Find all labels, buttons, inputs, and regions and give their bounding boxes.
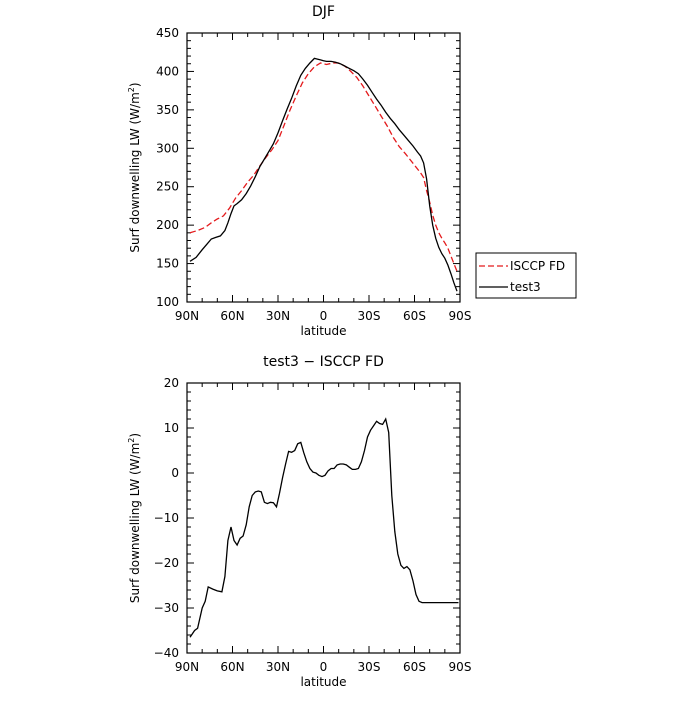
x-tick-label: 90N — [175, 660, 199, 674]
x-tick-label: 30S — [358, 660, 381, 674]
x-tick-label: 30N — [266, 660, 290, 674]
y-tick-label: −30 — [154, 601, 179, 615]
x-tick-label: 60S — [403, 660, 426, 674]
y-tick-label: 200 — [156, 218, 179, 232]
y-axis-label-suffix: ) — [128, 433, 142, 438]
y-tick-label: 300 — [156, 141, 179, 155]
chart-panel-2: test3 − ISCCP FD 90N 60N 30N 0 30S 60S 90S −40 −3… — [127, 354, 471, 689]
y-tick-label: −10 — [154, 511, 179, 525]
y-tick-label: 400 — [156, 64, 179, 78]
chart-title: test3 − ISCCP FD — [263, 354, 384, 370]
y-axis-label-unit: W/m — [128, 92, 142, 120]
x-tick-label: 30N — [266, 309, 290, 323]
x-tick-label: 30S — [358, 309, 381, 323]
legend-label: test3 — [510, 280, 541, 294]
y-tick-label: −40 — [154, 646, 179, 660]
y-axis-label: Surf downwelling LW (W/m2) — [127, 433, 142, 603]
y-axis-label-prefix: Surf downwelling LW ( — [128, 470, 142, 603]
plot-frame — [186, 32, 461, 303]
legend: ISCCP FD test3 — [475, 252, 577, 299]
y-axis-label-unit: W/m — [128, 443, 142, 471]
y-axis-label-exponent: 2 — [127, 87, 136, 92]
x-axis-label: latitude — [300, 675, 346, 689]
chart-panel-1: DJF 90N 60N 30N 0 30S 60S 90S 100 150 200 250 300 350… — [127, 4, 577, 338]
y-tick-label: 450 — [156, 26, 179, 40]
y-axis-label: Surf downwelling LW (W/m2) — [127, 82, 142, 252]
legend-box — [475, 252, 577, 299]
legend-label: ISCCP FD — [510, 259, 565, 273]
x-axis-label: latitude — [300, 324, 346, 338]
y-axis-label-exponent: 2 — [127, 438, 136, 443]
x-tick-label: 60N — [220, 309, 244, 323]
x-tick-label: 60S — [403, 309, 426, 323]
y-tick-label: 350 — [156, 103, 179, 117]
x-tick-label: 90S — [449, 660, 472, 674]
chart-title: DJF — [312, 4, 335, 20]
x-tick-label: 0 — [320, 309, 328, 323]
x-tick-label: 90N — [175, 309, 199, 323]
x-tick-label: 90S — [449, 309, 472, 323]
x-tick-label: 60N — [220, 660, 244, 674]
y-tick-label: 150 — [156, 257, 179, 271]
y-tick-label: −20 — [154, 556, 179, 570]
series-line-isccp-fd — [189, 62, 458, 272]
y-tick-label: 100 — [156, 295, 179, 309]
y-axis-label-prefix: Surf downwelling LW ( — [128, 120, 142, 253]
y-tick-label: 20 — [164, 376, 179, 390]
y-tick-label: 10 — [164, 421, 179, 435]
series-line-difference — [189, 417, 459, 638]
plot-frame — [186, 382, 461, 654]
y-tick-label: 250 — [156, 180, 179, 194]
y-tick-label: 0 — [171, 466, 179, 480]
y-axis-label-suffix: ) — [128, 82, 142, 87]
x-tick-label: 0 — [320, 660, 328, 674]
series-line-test3 — [189, 57, 458, 292]
